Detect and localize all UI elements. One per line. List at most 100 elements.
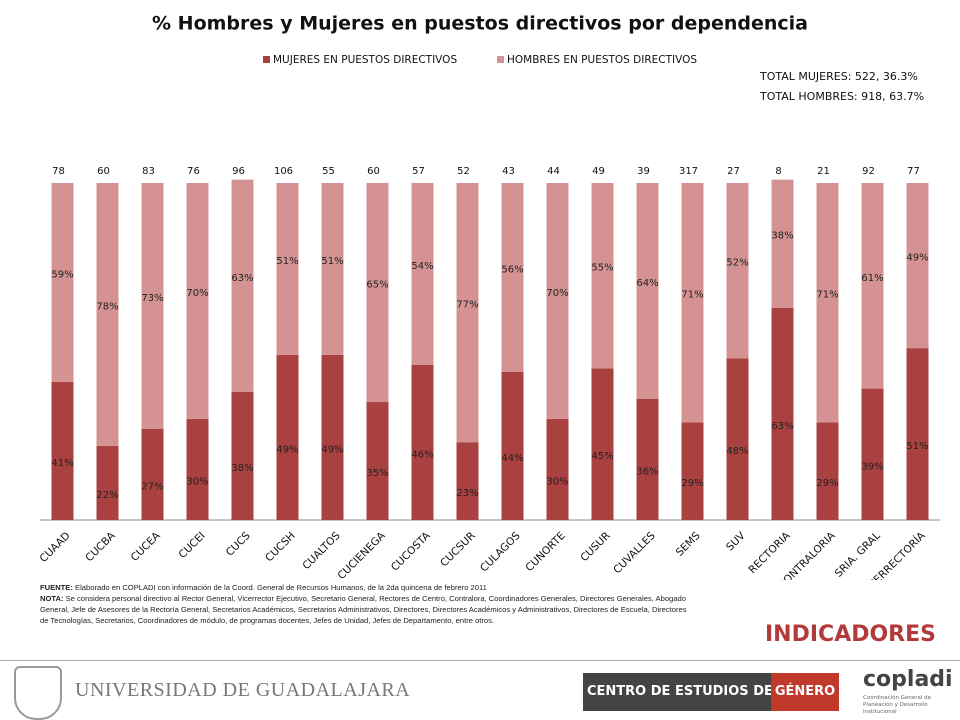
value-label: 22% [96,490,118,501]
x-tick-label: CUVALLES [611,530,658,577]
total-label: 27 [727,166,740,177]
value-label: 38% [231,463,253,474]
bar-segment [141,429,164,520]
bar-segment [231,179,254,392]
value-label: 71% [681,290,703,301]
x-tick-label: CULAGOS [478,530,523,575]
annotation: TOTAL HOMBRES: 918, 63.7% [759,90,924,103]
footer: UNIVERSIDAD DE GUADALAJARA CENTRO DE EST… [0,660,960,720]
x-tick-label: CUCBA [83,529,118,564]
value-label: 77% [456,300,478,311]
bar-segment [456,442,479,520]
legend-label: HOMBRES EN PUESTOS DIRECTIVOS [507,54,697,66]
value-label: 78% [96,301,118,312]
value-label: 73% [141,293,163,304]
bar-segment [591,183,614,369]
bar-segment [546,418,569,520]
center-highlight: GÉNERO [771,673,839,711]
value-label: 63% [771,421,793,432]
value-label: 54% [411,261,433,272]
logo [14,666,62,720]
total-label: 49 [592,166,605,177]
value-label: 30% [546,476,568,487]
x-tick-label: SUV [724,529,748,553]
bar-segment [411,183,434,365]
chart-title: % Hombres y Mujeres en puestos directivo… [152,13,808,35]
x-tick-label: CUCOSTA [389,529,433,573]
source-label: FUENTE: [40,583,73,592]
bar-segment [681,422,704,520]
bar-segment [816,183,839,423]
bar-segment [861,388,884,520]
note: NOTA: Se considera personal directivo al… [40,593,690,626]
total-label: 96 [232,166,245,177]
x-tick-label: CUAAD [38,530,73,565]
notes: FUENTE: Elaborado en COPLADI con informa… [40,582,690,626]
bar-segment [96,445,119,520]
value-label: 38% [771,231,793,242]
value-label: 48% [726,446,748,457]
total-label: 60 [97,166,110,177]
total-label: 43 [502,166,515,177]
bar-segment [501,183,524,372]
bar-segment [906,348,929,520]
bar-segment [771,179,794,308]
bar-segment [591,368,614,520]
value-label: 61% [861,273,883,284]
bar-segment [366,183,389,403]
value-label: 55% [591,263,613,274]
value-label: 36% [636,466,658,477]
x-tick-label: CUCS [224,530,253,559]
note-label: NOTA: [40,594,64,603]
bar-segment [141,183,164,430]
source: FUENTE: Elaborado en COPLADI con informa… [40,582,690,593]
value-label: 46% [411,449,433,460]
bar-segment [51,183,74,382]
x-tick-label: RECTORIA [746,529,793,576]
university: UNIVERSIDAD DE GUADALAJARA [75,679,411,701]
x-tick-label: CUCSUR [438,530,478,570]
value-label: 49% [276,444,298,455]
bar-segment [456,183,479,443]
annotation: TOTAL MUJERES: 522, 36.3% [759,70,918,83]
bar-segment [276,354,299,520]
bar-segment [186,183,209,419]
chart: % Hombres y Mujeres en puestos directivo… [38,13,940,580]
total-label: 52 [457,166,470,177]
bar-segment [321,354,344,520]
total-label: 83 [142,166,155,177]
value-label: 35% [366,468,388,479]
value-label: 45% [591,451,613,462]
bar-segment [231,391,254,520]
value-label: 64% [636,278,658,289]
heading: INDICADORES [765,622,936,647]
value-label: 51% [906,441,928,452]
total-label: 44 [547,166,560,177]
total-label: 57 [412,166,425,177]
x-tick-label: CUNORTE [523,530,567,574]
value-label: 51% [321,256,343,267]
value-label: 29% [816,478,838,489]
bar-segment [546,183,569,419]
legend-swatch [497,56,504,63]
bar-segment [906,183,929,349]
bar-segment [51,381,74,520]
value-label: 27% [141,482,163,493]
bar-segment [501,371,524,520]
bar-segment [276,183,299,355]
value-label: 44% [501,453,523,464]
center: CENTRO DE ESTUDIOS DE [587,684,773,699]
bar-segment [726,183,749,359]
center-box: CENTRO DE ESTUDIOS DE GÉNERO [583,673,839,711]
bar-segment [321,183,344,355]
total-label: 106 [274,166,293,177]
value-label: 29% [681,478,703,489]
value-label: 51% [276,256,298,267]
value-label: 56% [501,264,523,275]
total-label: 76 [187,166,200,177]
bar-segment [681,183,704,423]
bar-segment [726,358,749,520]
value-label: 63% [231,273,253,284]
legend-label: MUJERES EN PUESTOS DIRECTIVOS [273,54,457,66]
